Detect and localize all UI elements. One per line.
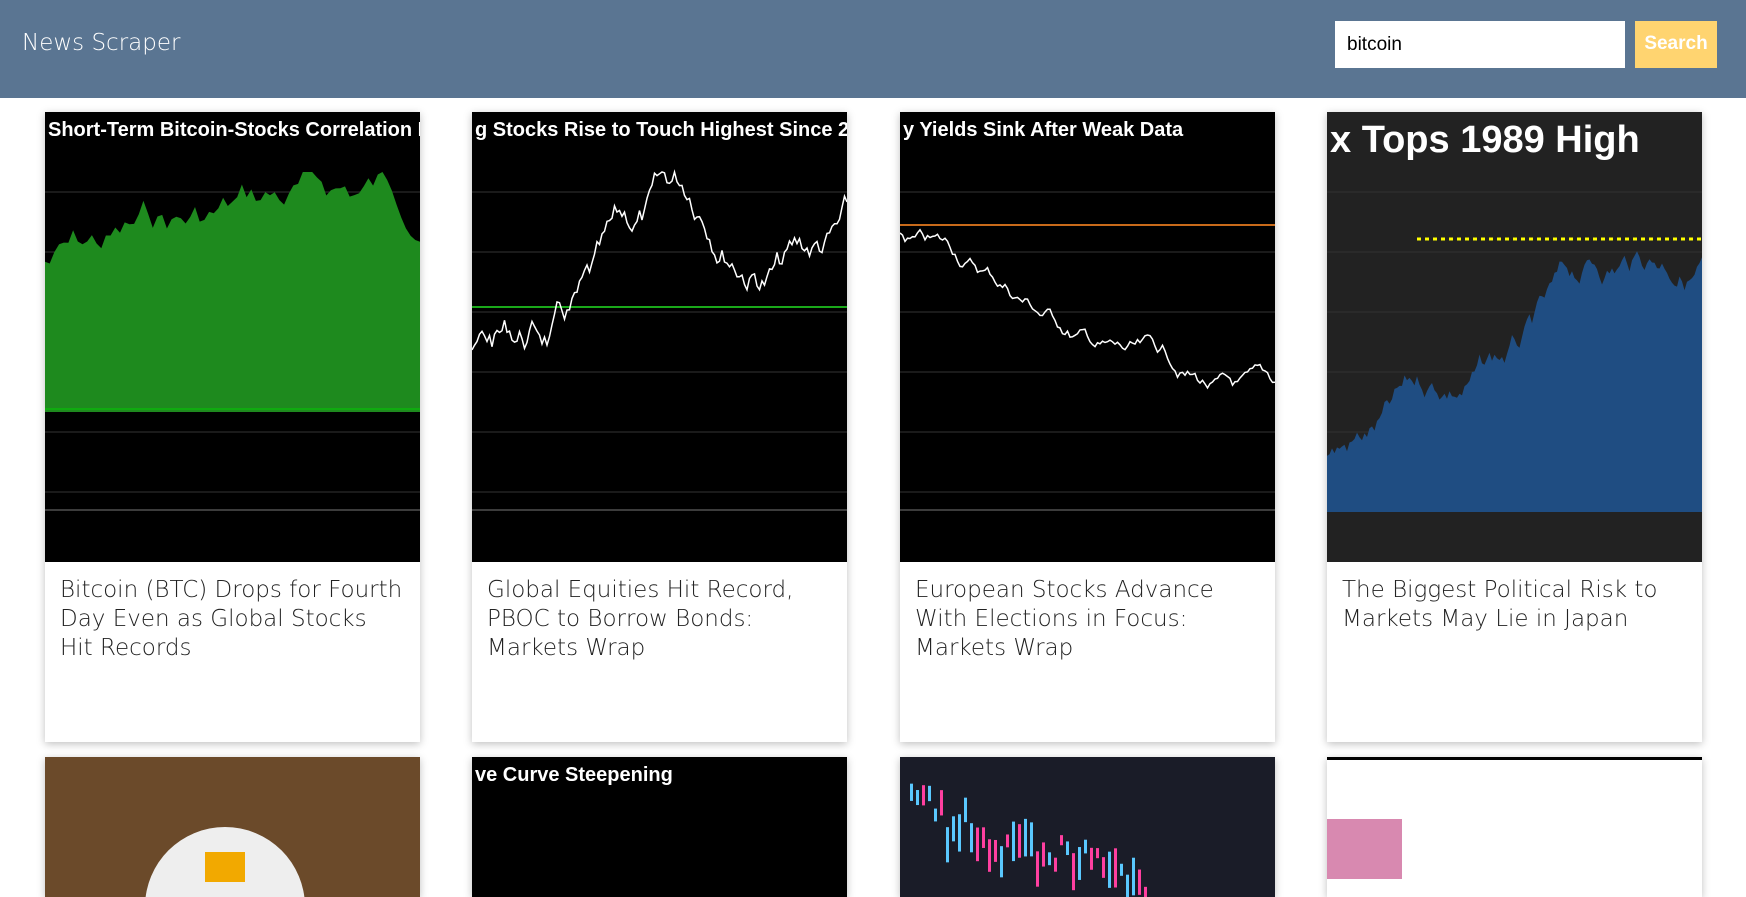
image-caption: Short-Term Bitcoin-Stocks Correlation Di…	[48, 119, 420, 141]
article-title[interactable]: Global Equities Hit Record, PBOC to Borr…	[487, 577, 794, 661]
article-card[interactable]	[900, 757, 1275, 897]
article-title[interactable]: European Stocks Advance With Elections i…	[915, 577, 1214, 661]
article-card[interactable]: Short-Term Bitcoin-Stocks Correlation Di…	[45, 112, 420, 742]
image-caption: Hong Kong Editio	[1442, 822, 1702, 866]
article-card[interactable]: y Yields Sink After Weak Data European St…	[900, 112, 1275, 742]
article-card[interactable]: ve Curve Steepening	[472, 757, 847, 897]
image-caption: ve Curve Steepening	[475, 764, 673, 786]
article-title[interactable]: Bitcoin (BTC) Drops for Fourth Day Even …	[60, 577, 403, 661]
article-card[interactable]: Hong Kong Editio	[1327, 757, 1702, 897]
search-input[interactable]: bitcoin	[1335, 21, 1625, 68]
brand[interactable]: News Scraper	[22, 30, 181, 56]
article-title[interactable]: The Biggest Political Risk to Markets Ma…	[1342, 577, 1658, 632]
image-caption: x Tops 1989 High	[1330, 119, 1640, 161]
article-image: ve Curve Steepening	[472, 757, 847, 897]
article-image	[900, 757, 1275, 897]
image-caption: y Yields Sink After Weak Data	[903, 119, 1184, 141]
article-image: x Tops 1989 High	[1327, 112, 1702, 562]
article-image: y Yields Sink After Weak Data	[900, 112, 1275, 562]
article-image: g Stocks Rise to Touch Highest Since 202…	[472, 112, 847, 562]
header: News Scraper bitcoin Search	[0, 0, 1746, 98]
article-image: Hong Kong Editio	[1327, 757, 1702, 897]
article-image: Short-Term Bitcoin-Stocks Correlation Di…	[45, 112, 420, 562]
article-card[interactable]: x Tops 1989 High The Biggest Political Ri…	[1327, 112, 1702, 742]
article-image	[45, 757, 420, 897]
image-caption: g Stocks Rise to Touch Highest Since 202…	[475, 119, 847, 141]
article-card[interactable]: g Stocks Rise to Touch Highest Since 202…	[472, 112, 847, 742]
search-button[interactable]: Search	[1635, 21, 1717, 68]
article-card[interactable]	[45, 757, 420, 897]
